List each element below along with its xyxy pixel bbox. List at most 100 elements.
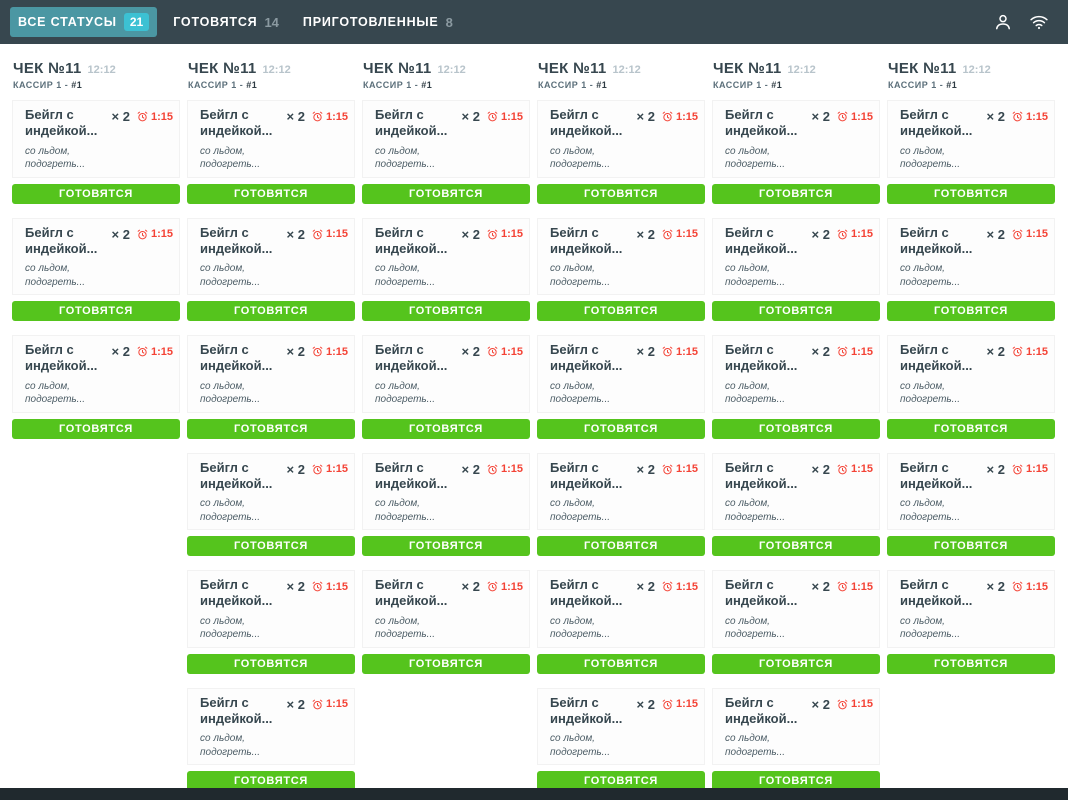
- wifi-icon[interactable]: [1028, 12, 1050, 32]
- status-button[interactable]: ГОТОВЯТСЯ: [712, 418, 880, 439]
- status-button[interactable]: ГОТОВЯТСЯ: [887, 418, 1055, 439]
- item-timer: 1:15: [137, 228, 173, 240]
- order-column-header: ЧЕК №11 12:12 КАССИР 1 - #1: [187, 60, 355, 90]
- tab-prepared[interactable]: ПРИГОТОВЛЕННЫЕ 8: [303, 15, 453, 30]
- alarm-clock-icon: [137, 229, 148, 239]
- status-button[interactable]: ГОТОВЯТСЯ: [537, 771, 705, 791]
- check-time: 12:12: [962, 64, 991, 76]
- status-button[interactable]: ГОТОВЯТСЯ: [712, 183, 880, 204]
- alarm-clock-icon: [312, 464, 323, 474]
- order-item-body: Бейгл с индейкой... × 2 1:15 со льдом,: [362, 570, 530, 648]
- alarm-clock-icon: [1012, 229, 1023, 239]
- status-button[interactable]: ГОТОВЯТСЯ: [362, 183, 530, 204]
- status-button[interactable]: ГОТОВЯТСЯ: [12, 183, 180, 204]
- tab-all-statuses-label: ВСЕ СТАТУСЫ: [18, 15, 117, 29]
- status-button[interactable]: ГОТОВЯТСЯ: [187, 418, 355, 439]
- item-timer: 1:15: [837, 581, 873, 593]
- order-item-card: Бейгл с индейкой... × 2 1:15 со льдом,: [537, 452, 705, 556]
- item-timer-value: 1:15: [1025, 345, 1048, 358]
- item-name: Бейгл с индейкой...: [550, 577, 623, 609]
- order-item-body: Бейгл с индейкой... × 2 1:15 со льдом,: [12, 100, 180, 178]
- alarm-clock-icon: [1012, 464, 1023, 474]
- status-button[interactable]: ГОТОВЯТСЯ: [537, 418, 705, 439]
- alarm-clock-icon: [662, 581, 673, 592]
- item-timer-value: 1:15: [675, 580, 698, 593]
- order-item-body: Бейгл с индейкой... × 2 1:15 со льдом,: [187, 687, 355, 765]
- status-button[interactable]: ГОТОВЯТСЯ: [187, 301, 355, 321]
- order-item-body: Бейгл с индейкой... × 2 1:15 со льдом,: [712, 452, 880, 530]
- order-cards-list: Бейгл с индейкой... × 2 1:15 со льдом,: [537, 100, 705, 800]
- alarm-clock-icon: [837, 111, 848, 122]
- status-button[interactable]: ГОТОВЯТСЯ: [537, 653, 705, 674]
- status-button[interactable]: ГОТОВЯТСЯ: [12, 301, 180, 321]
- cashier-label: КАССИР 1 - #1: [363, 80, 530, 90]
- status-button[interactable]: ГОТОВЯТСЯ: [187, 771, 355, 791]
- order-item-card: Бейгл с индейкой... × 2 1:15 со льдом,: [537, 335, 705, 439]
- item-timer: 1:15: [487, 463, 523, 475]
- alarm-clock-icon: [487, 346, 498, 357]
- order-item-card: Бейгл с индейкой... × 2 1:15 со льдом,: [887, 570, 1055, 674]
- item-name: Бейгл с индейкой...: [200, 107, 273, 139]
- item-quantity: × 2: [636, 344, 655, 359]
- status-button[interactable]: ГОТОВЯТСЯ: [362, 301, 530, 321]
- alarm-clock-icon: [837, 581, 848, 592]
- status-button[interactable]: ГОТОВЯТСЯ: [712, 653, 880, 674]
- cashier-label: КАССИР 1 - #1: [13, 80, 180, 90]
- check-time: 12:12: [87, 64, 116, 76]
- order-item-card: Бейгл с индейкой... × 2 1:15 со льдом,: [187, 570, 355, 674]
- item-modifiers: со льдом, подогреть...: [375, 263, 436, 288]
- status-button[interactable]: ГОТОВЯТСЯ: [187, 653, 355, 674]
- status-button[interactable]: ГОТОВЯТСЯ: [887, 536, 1055, 556]
- alarm-clock-icon: [487, 229, 498, 239]
- status-button[interactable]: ГОТОВЯТСЯ: [537, 536, 705, 556]
- item-modifiers: со льдом, подогреть...: [25, 263, 86, 288]
- alarm-clock-icon: [312, 581, 323, 592]
- cashier-number: #1: [246, 80, 258, 90]
- item-modifiers: со льдом, подогреть...: [375, 498, 436, 523]
- tab-all-statuses[interactable]: ВСЕ СТАТУСЫ 21: [10, 7, 158, 37]
- status-button[interactable]: ГОТОВЯТСЯ: [362, 536, 530, 556]
- status-button[interactable]: ГОТОВЯТСЯ: [362, 418, 530, 439]
- status-button[interactable]: ГОТОВЯТСЯ: [887, 183, 1055, 204]
- status-button[interactable]: ГОТОВЯТСЯ: [887, 301, 1055, 321]
- order-item-body: Бейгл с индейкой... × 2 1:15 со льдом,: [12, 335, 180, 413]
- order-column: ЧЕК №11 12:12 КАССИР 1 - #1 Бейгл с инде…: [537, 60, 705, 800]
- item-timer: 1:15: [837, 111, 873, 123]
- order-item-card: Бейгл с индейкой... × 2 1:15 со льдом,: [887, 100, 1055, 204]
- item-name: Бейгл с индейкой...: [550, 694, 623, 726]
- status-button[interactable]: ГОТОВЯТСЯ: [537, 183, 705, 204]
- alarm-clock-icon: [1012, 581, 1023, 592]
- item-timer: 1:15: [1012, 111, 1048, 123]
- alarm-clock-icon: [487, 464, 498, 474]
- cashier-name: КАССИР 1 -: [888, 80, 944, 90]
- item-timer: 1:15: [662, 581, 698, 593]
- item-quantity: × 2: [111, 344, 130, 359]
- status-button[interactable]: ГОТОВЯТСЯ: [187, 183, 355, 204]
- tab-preparing[interactable]: ГОТОВЯТСЯ 14: [173, 15, 279, 30]
- item-timer-value: 1:15: [850, 463, 873, 475]
- status-button[interactable]: ГОТОВЯТСЯ: [12, 418, 180, 439]
- item-timer-value: 1:15: [850, 580, 873, 593]
- item-quantity: × 2: [461, 344, 480, 359]
- order-item-body: Бейгл с индейкой... × 2 1:15 со льдом,: [362, 217, 530, 295]
- order-item-body: Бейгл с индейкой... × 2 1:15 со льдом,: [887, 452, 1055, 530]
- status-button[interactable]: ГОТОВЯТСЯ: [887, 653, 1055, 674]
- order-item-card: Бейгл с индейкой... × 2 1:15 со льдом,: [12, 100, 180, 204]
- orders-board: ЧЕК №11 12:12 КАССИР 1 - #1 Бейгл с инде…: [0, 44, 1068, 800]
- item-name: Бейгл с индейкой...: [200, 694, 273, 726]
- status-button[interactable]: ГОТОВЯТСЯ: [712, 301, 880, 321]
- cashier-number: #1: [71, 80, 83, 90]
- status-button[interactable]: ГОТОВЯТСЯ: [537, 301, 705, 321]
- status-button[interactable]: ГОТОВЯТСЯ: [712, 771, 880, 791]
- status-button[interactable]: ГОТОВЯТСЯ: [362, 653, 530, 674]
- item-modifiers: со льдом, подогреть...: [725, 145, 786, 171]
- item-timer-value: 1:15: [850, 110, 873, 123]
- item-timer: 1:15: [487, 346, 523, 358]
- order-item-body: Бейгл с индейкой... × 2 1:15 со льдом,: [537, 452, 705, 530]
- order-item-card: Бейгл с индейкой... × 2 1:15 со льдом,: [12, 335, 180, 439]
- item-modifiers: со льдом, подогреть...: [375, 615, 436, 641]
- status-button[interactable]: ГОТОВЯТСЯ: [712, 536, 880, 556]
- user-icon[interactable]: [993, 12, 1013, 32]
- alarm-clock-icon: [837, 699, 848, 709]
- status-button[interactable]: ГОТОВЯТСЯ: [187, 536, 355, 556]
